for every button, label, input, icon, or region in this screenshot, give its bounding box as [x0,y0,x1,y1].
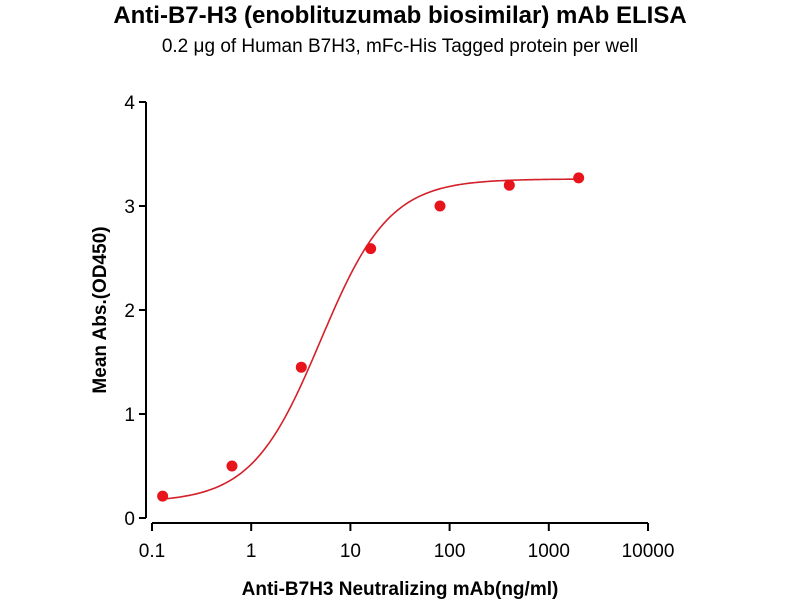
data-point [573,172,585,184]
y-axis-title: Mean Abs.(OD450) [90,226,111,393]
x-tick-label: 0.1 [139,541,165,562]
y-tick-label: 2 [124,301,135,322]
y-tick-label: 0 [124,509,135,530]
y-tick-label: 3 [124,197,135,218]
chart-subtitle: 0.2 μg of Human B7H3, mFc-His Tagged pro… [161,36,639,57]
fit-curve [162,178,579,500]
chart-title: Anti-B7-H3 (enoblituzumab biosimilar) mA… [113,2,687,29]
data-point [226,460,238,472]
data-point [365,243,377,255]
x-tick-label: 10 [340,541,361,562]
data-points [157,172,585,502]
data-point [295,361,307,373]
y-tick-label: 4 [124,93,135,114]
chart-ticks: 0 1 2 3 4 0.1 1 10 100 1000 10000 [124,93,674,562]
data-point [503,179,515,191]
x-tick-label: 1 [246,541,257,562]
y-tick-label: 1 [124,405,135,426]
x-tick-label: 100 [434,541,466,562]
x-tick-label: 10000 [622,541,675,562]
chart-axes [145,102,648,524]
data-point [157,490,169,502]
data-point [434,200,446,212]
x-axis-title: Anti-B7H3 Neutralizing mAb(ng/ml) [242,579,559,600]
x-tick-label: 1000 [528,541,570,562]
